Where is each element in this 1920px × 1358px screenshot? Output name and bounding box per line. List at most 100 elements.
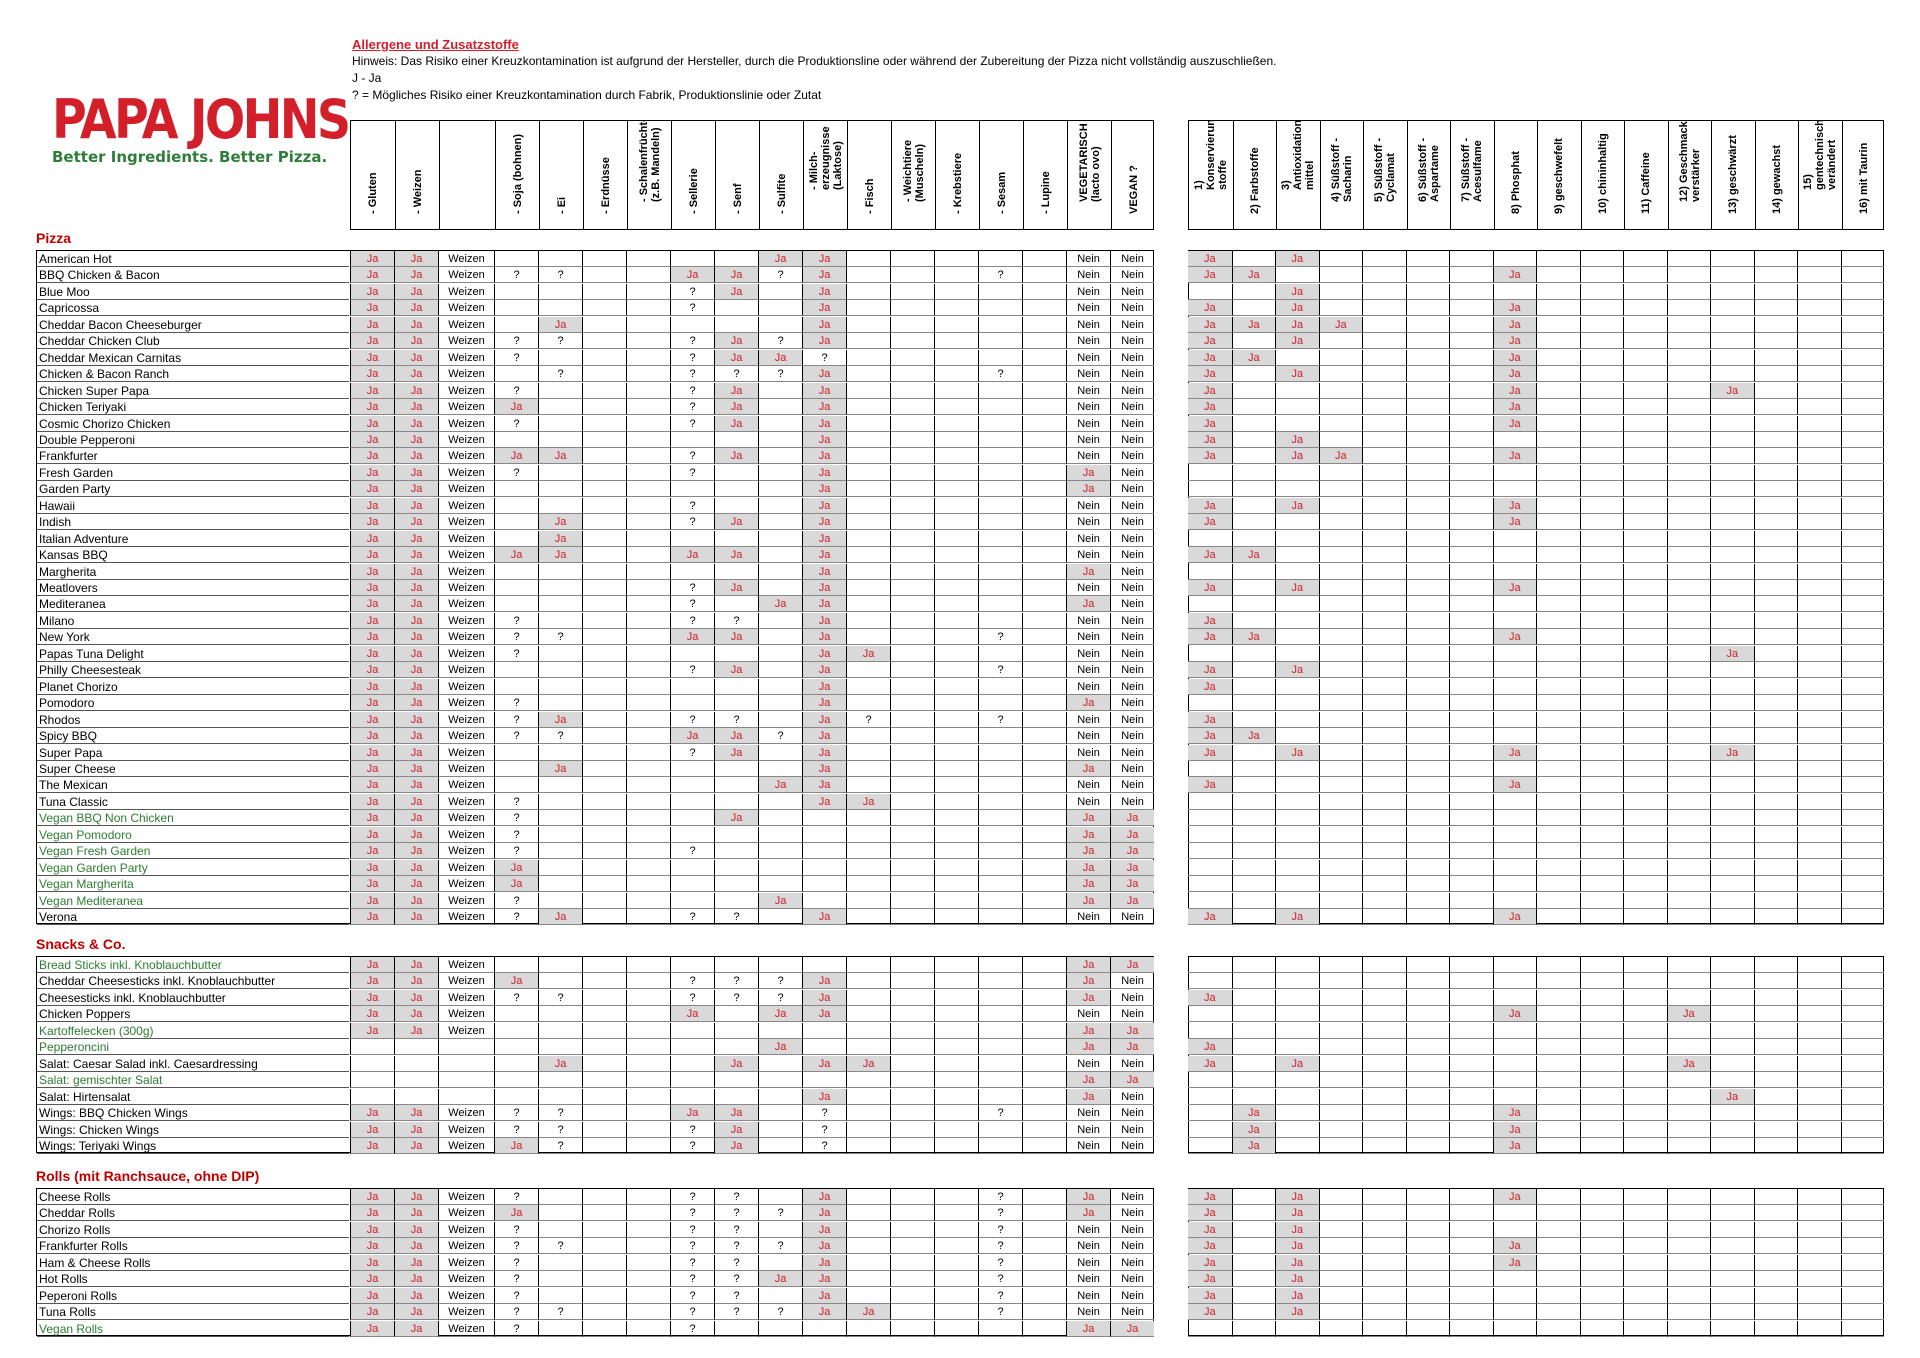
allergen-cell — [846, 1287, 890, 1304]
product-name: Fresh Garden — [37, 465, 349, 481]
additive-cell: Ja — [1492, 448, 1536, 465]
allergen-cell — [494, 777, 538, 794]
additive-cell — [1840, 760, 1884, 777]
additive-cell — [1405, 728, 1449, 745]
additive-cell — [1710, 481, 1754, 498]
allergen-cell: Ja — [538, 1055, 582, 1072]
additive-cell — [1536, 1287, 1580, 1304]
additive-cell — [1666, 760, 1710, 777]
additive-cell — [1666, 1022, 1710, 1039]
allergen-cell: Ja — [670, 1006, 714, 1023]
additive-cell — [1362, 1205, 1406, 1222]
additive-cell — [1318, 497, 1362, 514]
table-row: Vegan Pomodoro Ja Ja Weizen? Ja Ja — [37, 826, 1154, 843]
allergen-cell: Ja — [1110, 843, 1154, 860]
table-row — [1188, 892, 1884, 909]
allergen-cell — [890, 810, 934, 827]
allergen-cell: Ja — [538, 514, 582, 531]
product-name: Wings: Teriyaki Wings — [37, 1138, 349, 1154]
allergen-cell: Ja — [1066, 760, 1110, 777]
table-row: New York Ja Ja Weizen?? Ja Ja Ja? Nein Nein — [37, 629, 1154, 646]
allergen-cell — [1022, 267, 1066, 284]
allergen-cell: Nein — [1110, 563, 1154, 580]
additive-cell — [1753, 989, 1797, 1006]
allergen-cell — [846, 810, 890, 827]
table-row: Verona Ja Ja Weizen? Ja?? Ja Nein Nein — [37, 909, 1154, 925]
additive-cell — [1188, 1138, 1232, 1154]
allergen-cell — [758, 382, 802, 399]
allergen-cell — [1022, 1304, 1066, 1321]
additive-cell — [1840, 514, 1884, 531]
allergen-cell — [394, 1039, 438, 1056]
allergen-cell — [626, 973, 670, 990]
allergen-cell: ? — [758, 728, 802, 745]
legend-question: ? = Mögliches Risiko einer Kreuzkontamin… — [352, 88, 822, 102]
allergen-cell — [890, 596, 934, 613]
additive-cell — [1753, 283, 1797, 300]
allergen-cell — [626, 1320, 670, 1337]
allergen-cell — [582, 514, 626, 531]
allergen-cell: ? — [494, 1238, 538, 1255]
additive-cell — [1797, 1205, 1841, 1222]
additive-cell — [1666, 1121, 1710, 1138]
allergen-cell: Ja — [350, 909, 394, 925]
additive-cell — [1666, 580, 1710, 596]
allergen-cell — [582, 580, 626, 596]
allergen-cell: Ja — [802, 481, 846, 498]
additive-cell — [1318, 563, 1362, 580]
allergen-cell — [714, 596, 758, 613]
allergen-cell — [1022, 678, 1066, 695]
allergen-cell — [582, 1105, 626, 1122]
allergen-cell: Weizen — [438, 283, 494, 300]
additive-cell — [1275, 267, 1319, 284]
allergen-cell — [626, 415, 670, 432]
allergen-cell — [1022, 957, 1066, 973]
additive-cell — [1492, 1271, 1536, 1288]
product-name: Super Cheese — [37, 761, 349, 777]
additive-cell: Ja — [1188, 382, 1232, 399]
allergen-cell — [626, 333, 670, 350]
allergen-cell: Ja — [394, 612, 438, 629]
additive-cell — [1797, 695, 1841, 712]
allergen-cell — [758, 826, 802, 843]
allergen-cell — [582, 1088, 626, 1105]
additive-cell — [1623, 826, 1667, 843]
additive-cell: Ja — [1275, 1221, 1319, 1238]
allergen-cell: ? — [670, 399, 714, 416]
allergen-cell: ? — [670, 1189, 714, 1205]
allergen-cell: ? — [670, 1121, 714, 1138]
table-row: Indish Ja Ja Weizen Ja? Ja Ja Nein Nein — [37, 514, 1154, 531]
allergen-cell: ? — [670, 909, 714, 925]
allergen-cell — [1022, 1189, 1066, 1205]
allergen-cell: Nein — [1110, 1271, 1154, 1288]
table-row: Ja Ja — [1188, 1221, 1884, 1238]
allergen-cell — [802, 826, 846, 843]
allergen-cell: Ja — [394, 1137, 438, 1154]
additive-cell — [1362, 810, 1406, 827]
additive-cell — [1405, 431, 1449, 448]
allergen-cell: Nein — [1110, 1205, 1154, 1222]
allergen-cell: ? — [494, 793, 538, 810]
additive-cell — [1231, 382, 1275, 399]
allergen-cell: Nein — [1066, 431, 1110, 448]
additive-cell — [1362, 497, 1406, 514]
product-name: Mediteranea — [37, 596, 349, 613]
additive-cell — [1840, 1287, 1884, 1304]
product-name: Frankfurter Rolls — [37, 1238, 349, 1255]
additive-cell — [1753, 316, 1797, 333]
allergen-cell: Ja — [802, 777, 846, 794]
allergen-cell — [538, 662, 582, 679]
additive-cell — [1362, 481, 1406, 498]
additive-cell — [1231, 711, 1275, 728]
allergen-cell — [582, 1055, 626, 1072]
allergen-cell — [758, 300, 802, 317]
table-row: Ja — [1188, 678, 1884, 695]
additive-cell — [1492, 793, 1536, 810]
allergen-cell — [582, 973, 626, 990]
table-row — [1188, 957, 1884, 973]
allergen-cell — [626, 645, 670, 662]
allergen-cell: Ja — [538, 448, 582, 465]
allergen-cell: Weizen — [438, 366, 494, 383]
allergen-cell: Ja — [394, 711, 438, 728]
allergen-cell: Ja — [538, 547, 582, 564]
